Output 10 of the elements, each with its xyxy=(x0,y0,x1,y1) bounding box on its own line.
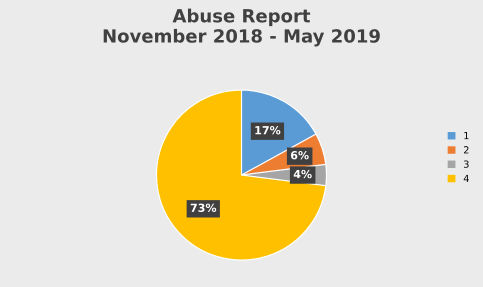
data-label: 4% xyxy=(294,170,312,178)
data-label: 17% xyxy=(255,126,280,134)
legend-label: 4 xyxy=(464,174,469,182)
chart-title: Abuse Report November 2018 - May 2019 xyxy=(104,8,380,46)
legend-label: 2 xyxy=(464,146,468,154)
pie-slice xyxy=(156,90,326,261)
legend-label: 1 xyxy=(464,132,469,140)
data-label: 73% xyxy=(190,204,216,212)
legend-label: 3 xyxy=(464,160,469,168)
data-label: 6% xyxy=(290,150,309,160)
